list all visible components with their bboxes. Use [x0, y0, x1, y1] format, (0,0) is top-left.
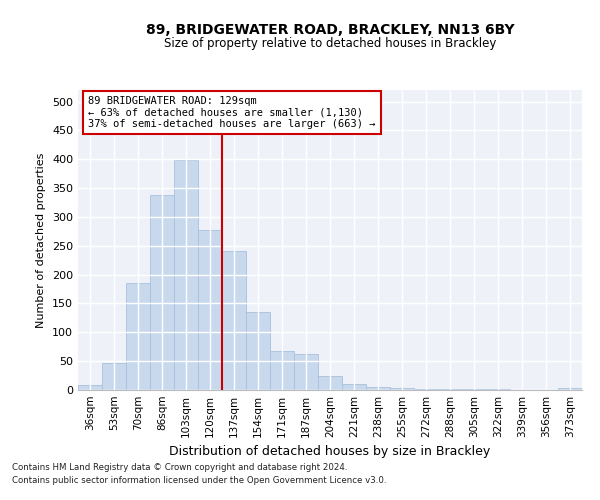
- Text: Contains HM Land Registry data © Crown copyright and database right 2024.: Contains HM Land Registry data © Crown c…: [12, 464, 347, 472]
- Bar: [246, 312, 270, 390]
- Bar: [198, 230, 222, 390]
- Text: 89, BRIDGEWATER ROAD, BRACKLEY, NN13 6BY: 89, BRIDGEWATER ROAD, BRACKLEY, NN13 6BY: [146, 22, 514, 36]
- Bar: [174, 160, 198, 390]
- X-axis label: Distribution of detached houses by size in Brackley: Distribution of detached houses by size …: [169, 446, 491, 458]
- Text: Contains public sector information licensed under the Open Government Licence v3: Contains public sector information licen…: [12, 476, 386, 485]
- Y-axis label: Number of detached properties: Number of detached properties: [37, 152, 46, 328]
- Bar: [366, 386, 390, 390]
- Bar: [126, 284, 150, 390]
- Bar: [150, 195, 174, 390]
- Text: Size of property relative to detached houses in Brackley: Size of property relative to detached ho…: [164, 38, 496, 51]
- Bar: [318, 376, 342, 390]
- Bar: [342, 384, 366, 390]
- Bar: [414, 389, 438, 390]
- Bar: [78, 386, 102, 390]
- Bar: [294, 354, 318, 390]
- Bar: [270, 351, 294, 390]
- Text: 89 BRIDGEWATER ROAD: 129sqm
← 63% of detached houses are smaller (1,130)
37% of : 89 BRIDGEWATER ROAD: 129sqm ← 63% of det…: [88, 96, 376, 129]
- Bar: [222, 251, 246, 390]
- Bar: [102, 364, 126, 390]
- Bar: [390, 388, 414, 390]
- Bar: [558, 388, 582, 390]
